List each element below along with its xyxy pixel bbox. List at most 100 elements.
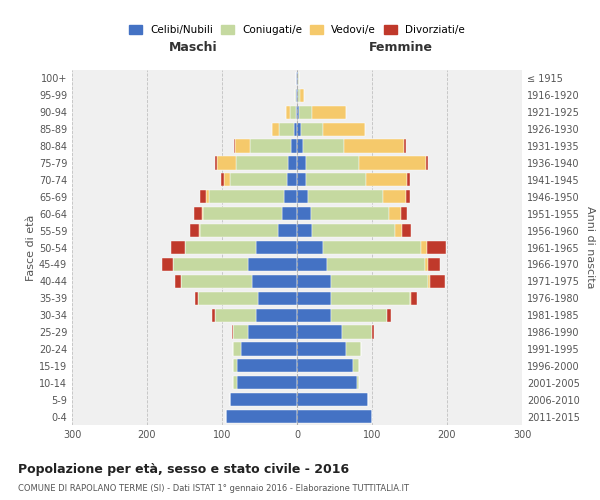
Bar	[331, 308, 387, 322]
Bar	[296, 106, 297, 119]
Bar	[215, 156, 217, 170]
Bar	[308, 190, 383, 203]
Bar	[237, 376, 297, 390]
Bar	[297, 292, 331, 305]
Bar	[185, 241, 256, 254]
Bar	[366, 174, 407, 186]
Bar	[404, 140, 406, 152]
Bar	[411, 292, 417, 305]
Bar	[252, 274, 297, 288]
Bar	[301, 122, 323, 136]
Bar	[248, 258, 297, 271]
Bar	[312, 224, 395, 237]
Bar	[256, 241, 297, 254]
Bar	[306, 156, 359, 170]
Bar	[271, 122, 279, 136]
Bar	[162, 258, 173, 271]
Bar	[353, 359, 359, 372]
Bar	[290, 106, 296, 119]
Bar	[233, 359, 237, 372]
Bar	[248, 326, 297, 338]
Bar	[297, 308, 331, 322]
Y-axis label: Anni di nascita: Anni di nascita	[585, 206, 595, 289]
Bar	[215, 308, 256, 322]
Bar	[295, 89, 296, 102]
Bar	[312, 106, 346, 119]
Bar	[297, 174, 306, 186]
Bar	[233, 326, 248, 338]
Bar	[278, 224, 297, 237]
Bar	[297, 156, 306, 170]
Bar	[202, 207, 203, 220]
Bar	[372, 326, 374, 338]
Bar	[297, 376, 357, 390]
Bar	[327, 258, 425, 271]
Bar	[173, 258, 248, 271]
Bar	[311, 207, 389, 220]
Bar	[298, 89, 300, 102]
Bar	[331, 274, 428, 288]
Legend: Celibi/Nubili, Coniugati/e, Vedovi/e, Divorziati/e: Celibi/Nubili, Coniugati/e, Vedovi/e, Di…	[126, 22, 468, 38]
Bar	[357, 376, 359, 390]
Bar	[298, 72, 299, 85]
Bar	[421, 241, 427, 254]
Bar	[282, 207, 297, 220]
Bar	[288, 156, 297, 170]
Bar	[297, 410, 372, 423]
Bar	[297, 89, 298, 102]
Bar	[235, 140, 250, 152]
Bar	[425, 258, 428, 271]
Bar	[234, 140, 235, 152]
Bar	[284, 190, 297, 203]
Bar	[229, 393, 297, 406]
Y-axis label: Fasce di età: Fasce di età	[26, 214, 36, 280]
Bar	[331, 292, 409, 305]
Bar	[299, 106, 312, 119]
Bar	[297, 359, 353, 372]
Bar	[279, 122, 294, 136]
Bar	[294, 122, 297, 136]
Bar	[430, 274, 445, 288]
Bar	[297, 190, 308, 203]
Bar	[306, 174, 366, 186]
Bar	[323, 241, 421, 254]
Bar	[233, 376, 237, 390]
Bar	[297, 106, 299, 119]
Bar	[297, 258, 327, 271]
Bar	[241, 342, 297, 355]
Bar	[300, 89, 304, 102]
Bar	[286, 106, 290, 119]
Bar	[297, 140, 303, 152]
Bar	[344, 140, 404, 152]
Bar	[296, 89, 297, 102]
Bar	[171, 241, 185, 254]
Bar	[175, 274, 181, 288]
Bar	[297, 241, 323, 254]
Bar	[389, 207, 401, 220]
Bar	[235, 156, 288, 170]
Bar	[296, 72, 297, 85]
Bar	[209, 190, 284, 203]
Bar	[297, 274, 331, 288]
Bar	[297, 207, 311, 220]
Bar	[199, 224, 278, 237]
Bar	[256, 308, 297, 322]
Bar	[395, 224, 402, 237]
Bar	[297, 72, 298, 85]
Bar	[232, 326, 233, 338]
Bar	[342, 326, 372, 338]
Bar	[258, 292, 297, 305]
Bar	[250, 140, 291, 152]
Text: Maschi: Maschi	[169, 41, 218, 54]
Bar	[426, 156, 427, 170]
Bar	[221, 174, 224, 186]
Bar	[287, 174, 297, 186]
Bar	[226, 410, 297, 423]
Bar	[407, 174, 410, 186]
Bar	[428, 258, 439, 271]
Bar	[195, 292, 198, 305]
Bar	[297, 393, 368, 406]
Bar	[198, 292, 258, 305]
Text: COMUNE DI RAPOLANO TERME (SI) - Dati ISTAT 1° gennaio 2016 - Elaborazione TUTTIT: COMUNE DI RAPOLANO TERME (SI) - Dati IST…	[18, 484, 409, 493]
Bar	[200, 190, 206, 203]
